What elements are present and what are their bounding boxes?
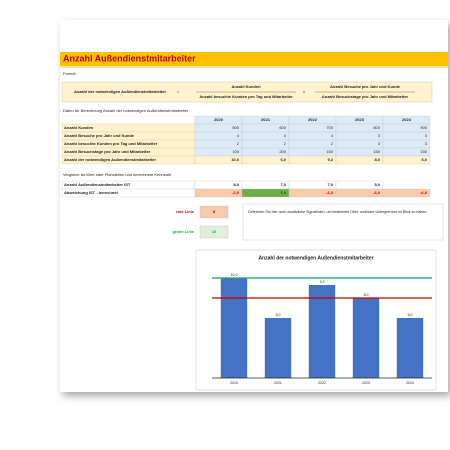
cell-value: 1,0 <box>280 190 286 195</box>
cell-value: 6,0 <box>280 157 286 162</box>
cell-value: 6,0 <box>421 157 427 162</box>
cell-value: -6,0 <box>420 190 428 195</box>
title: Anzahl Außendienstmitarbeiter <box>63 53 196 63</box>
cell-value: 200 <box>279 149 286 154</box>
cell-value: 3 <box>425 133 428 138</box>
cell-value: 2 <box>284 141 287 146</box>
chart-title: Anzahl der notwendigen Außendienstmitarb… <box>258 255 373 261</box>
value-cell <box>194 139 243 149</box>
green-line-value: 10 <box>212 229 217 234</box>
red-line-cell <box>199 205 229 219</box>
cell-value: 150 <box>326 149 333 154</box>
cell-value: 7,0 <box>327 182 333 187</box>
value-cell <box>382 131 431 141</box>
red-line-value: 8 <box>213 209 216 214</box>
cell-value: 4 <box>237 133 240 138</box>
row-label: Anzahl besuchte Kunden pro Tag und Mitar… <box>64 141 158 146</box>
cell-value: 10,0 <box>231 157 240 162</box>
bar <box>264 318 292 378</box>
label-cell <box>61 115 196 125</box>
cell-value: 2 <box>237 141 240 146</box>
value-cell <box>382 188 431 198</box>
value-cell <box>288 131 337 141</box>
bar-label: 9,3 <box>320 280 325 284</box>
year: 2020 <box>214 117 224 122</box>
note-box <box>242 203 444 241</box>
cell-value: 9,3 <box>327 157 333 162</box>
cell-value: 8,0 <box>374 157 380 162</box>
formula-equals: = <box>177 89 180 94</box>
formula-denominator: Anzahl Besuchstage pro Jahr und Mitarbei… <box>322 94 409 99</box>
row-label: Anzahl Außendienstmitarbeiter IST <box>64 182 131 187</box>
x-tick-label: 2023 <box>362 381 370 385</box>
cell-value: 4 <box>284 133 287 138</box>
cell-value: 2 <box>331 141 334 146</box>
x-tick-label: 2020 <box>230 381 238 385</box>
formula-times: x <box>303 89 305 94</box>
red-line-label: rote Linie <box>176 209 195 214</box>
formula-result: Anzahl der notwendigen Außendienstmitarb… <box>74 89 167 94</box>
row-label: Anzahl Kunden <box>64 125 94 130</box>
cell-value: 800 <box>373 125 380 130</box>
cell-value: -3,0 <box>373 190 381 195</box>
cell-value: 4 <box>331 133 334 138</box>
cell-value: 3 <box>425 141 428 146</box>
row-label: Anzahl der notwendigen Außendienstmitarb… <box>64 157 157 162</box>
value-cell <box>382 139 431 149</box>
cell-value: 7,0 <box>280 182 286 187</box>
cell-value: 500 <box>232 125 239 130</box>
cell-value: 150 <box>420 149 427 154</box>
cell-value: 700 <box>326 125 333 130</box>
value-cell <box>335 131 384 141</box>
bar <box>352 298 380 378</box>
row-label: Anzahl Besuchstage pro Jahr und Mitarbei… <box>64 149 151 154</box>
x-tick-label: 2021 <box>274 381 282 385</box>
formula-numerator: Anzahl Kunden <box>231 84 261 89</box>
value-cell <box>194 131 243 141</box>
value-cell <box>241 131 290 141</box>
cell-value: 3 <box>378 141 381 146</box>
year: 2022 <box>308 117 318 122</box>
cell-value: 150 <box>373 149 380 154</box>
bar <box>220 278 248 378</box>
cell-value: 5,0 <box>374 182 380 187</box>
year: 2023 <box>355 117 365 122</box>
formula-numerator: Anzahl Besuche pro Jahr und Kunde <box>330 84 401 89</box>
bar-label: 6,0 <box>276 313 281 317</box>
cell-value: 8,0 <box>233 182 239 187</box>
cell-value: -2,0 <box>232 190 240 195</box>
value-cell <box>382 155 431 165</box>
cell-value: 600 <box>279 125 286 130</box>
title-underline <box>60 66 448 68</box>
bar-label: 10,0 <box>231 273 238 277</box>
comparison-caption: Vergleich Ist-Wert oder Planstellen und … <box>63 172 171 177</box>
cell-value: 3 <box>378 133 381 138</box>
bar <box>308 285 336 378</box>
formula-label: Formel: <box>63 71 77 76</box>
green-line-cell <box>199 225 229 239</box>
cell-value: 900 <box>420 125 427 130</box>
signal-note: Definieren Sie hier noch zusätzliche Sig… <box>248 210 427 214</box>
year: 2024 <box>402 117 412 122</box>
row-label: Anzahl Besuche pro Jahr und Kunde <box>64 133 135 138</box>
bar-label: 8,0 <box>364 293 369 297</box>
title-bar <box>60 52 448 66</box>
value-cell <box>335 139 384 149</box>
bar-label: 6,0 <box>408 313 413 317</box>
green-line-label: grüne Linie <box>172 229 194 234</box>
bar <box>396 318 424 378</box>
x-tick-label: 2024 <box>406 381 414 385</box>
year: 2021 <box>261 117 271 122</box>
cell-value: 100 <box>232 149 239 154</box>
table-caption: Daten für Berechnung Anzahl der notwendi… <box>63 108 189 113</box>
row-label: Abweichung IST - berechnet <box>64 190 118 195</box>
formula-denominator: Anzahl besuchte Kunden pro Tag und Mitar… <box>199 94 293 99</box>
value-cell <box>288 139 337 149</box>
value-cell <box>241 139 290 149</box>
cell-value: -2,3 <box>326 190 334 195</box>
x-tick-label: 2022 <box>318 381 326 385</box>
